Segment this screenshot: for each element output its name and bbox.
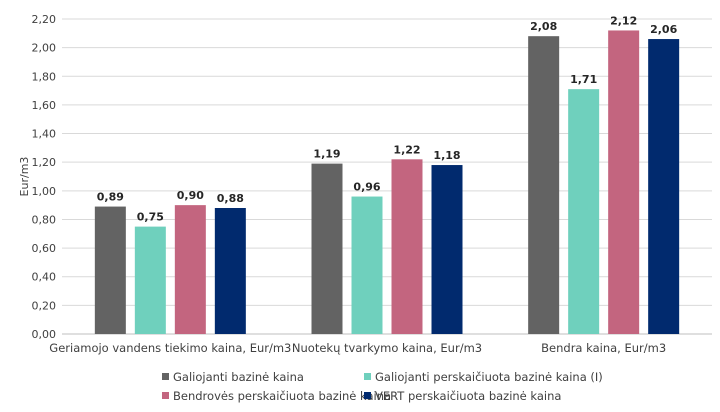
data-label: 0,96 xyxy=(353,181,380,194)
bar xyxy=(94,206,126,334)
data-labels: 0,89 0,75 0,90 0,88 1,19 0,96 1,22 1,18 2,08 1,71… xyxy=(97,14,678,223)
y-tick-label: 2,20 xyxy=(32,13,57,26)
gridlines xyxy=(62,18,712,335)
data-label: 0,89 xyxy=(97,191,124,204)
legend-swatch xyxy=(364,392,371,399)
legend-label: Bendrovės perskaičiuota bazinė kaina xyxy=(173,389,391,403)
y-tick-label: 0,00 xyxy=(32,328,57,341)
y-tick-label: 1,00 xyxy=(32,185,57,198)
legend-swatch xyxy=(364,373,371,380)
data-label: 1,71 xyxy=(570,73,597,86)
bar xyxy=(311,163,343,334)
data-label: 0,75 xyxy=(137,211,164,224)
category-label: Bendra kaina, Eur/m3 xyxy=(541,341,666,355)
bar xyxy=(648,39,680,334)
y-tick-label: 1,60 xyxy=(32,99,57,112)
data-label: 1,22 xyxy=(393,143,420,156)
category-labels: Geriamojo vandens tiekimo kaina, Eur/m3 N… xyxy=(49,341,666,355)
data-label: 0,88 xyxy=(217,192,244,205)
bars xyxy=(94,30,680,334)
bar xyxy=(528,36,560,334)
data-label: 1,18 xyxy=(433,149,460,162)
y-tick-label: 2,00 xyxy=(32,42,57,55)
bar xyxy=(568,89,600,334)
legend-label: Galiojanti perskaičiuota bazinė kaina (I… xyxy=(375,370,603,384)
bar xyxy=(174,205,206,334)
data-label: 1,19 xyxy=(313,148,340,161)
legend-swatch xyxy=(162,392,169,399)
category-label: Geriamojo vandens tiekimo kaina, Eur/m3 xyxy=(49,341,291,355)
y-tick-label: 0,40 xyxy=(32,271,57,284)
bar xyxy=(608,30,640,334)
data-label: 2,06 xyxy=(650,23,677,36)
data-label: 2,12 xyxy=(610,14,637,27)
bar xyxy=(391,159,423,334)
y-tick-label: 0,20 xyxy=(32,299,57,312)
legend-label: VERT perskaičiuota bazinė kaina xyxy=(375,389,561,403)
data-label: 2,08 xyxy=(530,20,557,33)
legend-label: Galiojanti bazinė kaina xyxy=(173,370,304,384)
legend: Galiojanti bazinė kaina Galiojanti perska… xyxy=(162,370,603,403)
legend-swatch xyxy=(162,373,169,380)
y-axis-label: Eur/m3 xyxy=(18,157,31,197)
bar xyxy=(431,165,463,334)
category-label: Nuotekų tvarkymo kaina, Eur/m3 xyxy=(292,341,482,355)
bar xyxy=(214,208,246,334)
y-tick-label: 1,20 xyxy=(32,156,57,169)
y-tick-label: 0,60 xyxy=(32,242,57,255)
y-axis-ticks: 0,00 0,20 0,40 0,60 0,80 1,00 1,20 1,40 1,60 1,80… xyxy=(32,13,57,341)
y-tick-label: 0,80 xyxy=(32,213,57,226)
data-label: 0,90 xyxy=(177,189,204,202)
bar xyxy=(351,196,383,334)
y-tick-label: 1,40 xyxy=(32,128,57,141)
bar xyxy=(134,226,166,334)
y-tick-label: 1,80 xyxy=(32,70,57,83)
